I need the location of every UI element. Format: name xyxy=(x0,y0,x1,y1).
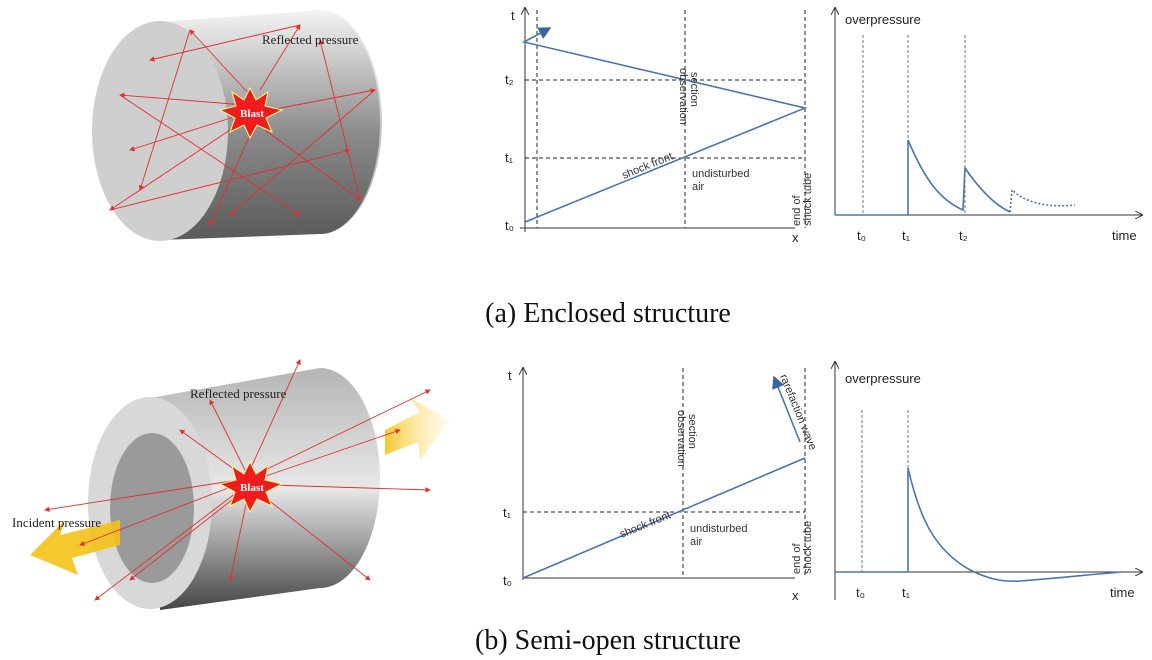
semi-open-xt-diagram: t x t₁ t₀ observation section shock fron… xyxy=(503,368,819,603)
undisturbed-label: air xyxy=(692,181,705,193)
time-tick: t₁ xyxy=(902,228,911,243)
time-tick: t₁ xyxy=(902,585,911,600)
time-tick: t₀ xyxy=(857,228,866,243)
undisturbed-label: undisturbed xyxy=(690,523,748,535)
reflected-label: Reflected pressure xyxy=(190,386,287,401)
enclosed-xt-diagram: t x t₂ t₁ t₀ observation section shock f… xyxy=(505,8,814,245)
end-tube-label: shock tube xyxy=(802,521,814,574)
t-axis-label: t xyxy=(511,8,515,23)
t-tick: t₁ xyxy=(505,150,514,165)
caption: (b) Semi-open structure xyxy=(475,625,741,656)
y-axis-label: overpressure xyxy=(845,371,921,386)
t-axis-label: t xyxy=(508,368,512,383)
incident-label: Incident pressure xyxy=(12,515,101,530)
observation-label: observation xyxy=(675,410,687,467)
semi-open-illustration: Blast Reflected pressure Incident pressu… xyxy=(12,360,450,610)
undisturbed-label: undisturbed xyxy=(692,168,750,180)
shock-front-label: shock front xyxy=(620,150,674,181)
observation-label: section xyxy=(688,72,700,107)
enclosed-pressure-plot: overpressure time t₀ t₁ t₂ xyxy=(835,8,1142,243)
reflected-label: Reflected pressure xyxy=(262,32,359,47)
observation-label: observation xyxy=(677,68,689,125)
t-tick: t₀ xyxy=(505,218,514,233)
x-axis-label: time xyxy=(1112,228,1137,243)
y-axis-label: overpressure xyxy=(845,12,921,27)
blast-label: Blast xyxy=(240,482,264,494)
caption: (a) Enclosed structure xyxy=(485,298,731,329)
end-tube-label: shock tube xyxy=(802,173,814,226)
figure: Blast Reflected pressure t x t₂ t₁ t₀ ob… xyxy=(0,0,1152,660)
observation-label: section xyxy=(686,414,698,449)
undisturbed-label: air xyxy=(690,536,703,548)
t-tick: t₂ xyxy=(505,72,514,87)
t-tick: t₀ xyxy=(503,573,512,588)
rarefaction-label: rarefaction wave xyxy=(777,373,818,452)
semi-open-pressure-plot: overpressure time t₀ t₁ xyxy=(835,362,1142,600)
x-axis-label: time xyxy=(1110,585,1135,600)
time-tick: t₀ xyxy=(856,585,865,600)
time-tick: t₂ xyxy=(959,228,968,243)
blast-label: Blast xyxy=(240,108,264,120)
enclosed-illustration: Blast Reflected pressure xyxy=(92,10,382,241)
shock-front-label: shock front xyxy=(618,509,672,540)
x-axis-label: x xyxy=(792,588,799,603)
x-axis-label: x xyxy=(792,230,799,245)
t-tick: t₁ xyxy=(503,505,512,520)
